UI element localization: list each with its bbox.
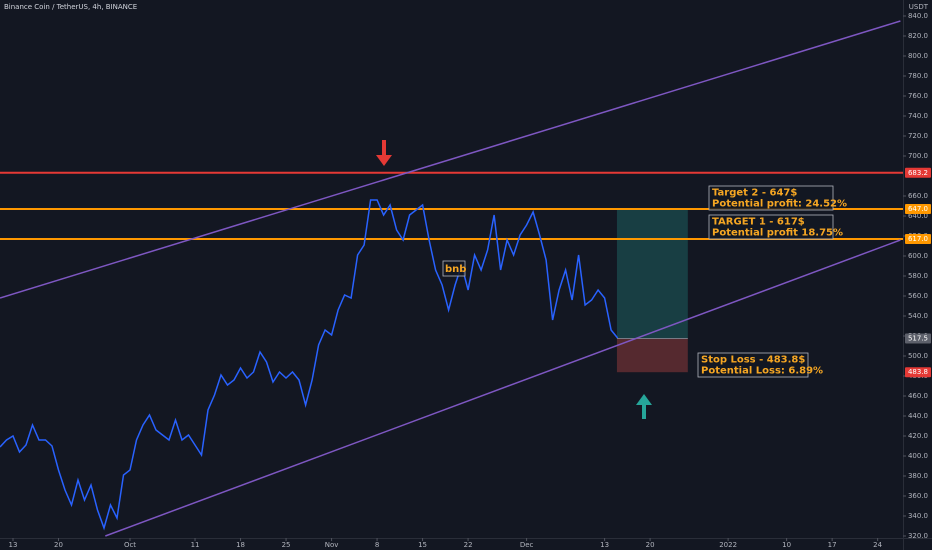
profit-zone	[616, 209, 688, 339]
price-tag-label: 483.8	[908, 368, 928, 376]
annotation-box	[708, 185, 834, 211]
up-arrow	[636, 394, 652, 419]
x-tick-label: 25	[282, 541, 291, 549]
y-tick-label: 560.0	[908, 292, 928, 300]
x-tick-label: 20	[646, 541, 655, 549]
annotation-text: Potential profit 18.75%	[712, 228, 843, 239]
x-tick-label: Nov	[325, 541, 339, 549]
y-tick-label: 600.0	[908, 252, 928, 260]
y-tick-label: 820.0	[908, 32, 928, 40]
price-tag	[905, 234, 931, 244]
annotation-text: TARGET 1 - 617$	[712, 217, 805, 228]
symbol-box	[442, 260, 466, 277]
price-tag	[905, 333, 931, 344]
x-tick-label: 22	[464, 541, 473, 549]
annotation-text: Potential profit: 24.52%	[712, 199, 847, 210]
y-tick-label: 340.0	[908, 512, 928, 520]
y-tick-label: 660.0	[908, 192, 928, 200]
y-tick-label: 580.0	[908, 272, 928, 280]
y-tick-label: 460.0	[908, 392, 928, 400]
y-tick-label: 740.0	[908, 112, 928, 120]
y-tick-label: 500.0	[908, 352, 928, 360]
x-tick-label: Dec	[520, 541, 534, 549]
trendline	[0, 20, 901, 299]
annotation-box	[697, 352, 809, 378]
price-line	[0, 199, 619, 531]
x-tick-label: 17	[828, 541, 837, 549]
x-tick-label: 20	[54, 541, 63, 549]
chart-title: Binance Coin / TetherUS, 4h, BINANCE	[4, 3, 137, 11]
symbol-label: bnb	[445, 264, 466, 275]
y-tick-label: 440.0	[908, 412, 928, 420]
x-tick-label: Oct	[124, 541, 136, 549]
y-tick-label: 840.0	[908, 12, 928, 20]
price-tag-label: 617.0	[908, 235, 928, 243]
y-tick-label: 360.0	[908, 492, 928, 500]
price-tag	[905, 167, 931, 178]
y-tick-label: 720.0	[908, 132, 928, 140]
x-tick-label: 8	[375, 541, 379, 549]
annotation-text: Stop Loss - 483.8$	[701, 355, 805, 366]
loss-zone	[616, 338, 688, 373]
currency: USDT	[909, 3, 929, 11]
annotation-box	[708, 214, 834, 240]
y-tick-label: 380.0	[908, 472, 928, 480]
x-tick-label: 24	[873, 541, 882, 549]
y-tick-label: 540.0	[908, 312, 928, 320]
x-tick-label: 13	[600, 541, 609, 549]
annotation-text: Target 2 - 647$	[712, 188, 797, 199]
price-tag-label: 683.2	[908, 169, 928, 177]
x-tick-label: 2022	[719, 541, 737, 549]
y-tick-label: 640.0	[908, 212, 928, 220]
y-tick-label: 320.0	[908, 532, 928, 540]
price-tag	[905, 204, 931, 214]
y-tick-label: 400.0	[908, 452, 928, 460]
y-tick-label: 760.0	[908, 92, 928, 100]
price-tag-label: 517.5	[908, 335, 928, 343]
trendline	[105, 239, 901, 537]
x-tick-label: 15	[418, 541, 427, 549]
x-tick-label: 10	[782, 541, 791, 549]
y-tick-label: 420.0	[908, 432, 928, 440]
x-tick-label: 13	[9, 541, 18, 549]
price-tag	[905, 367, 931, 378]
x-tick-label: 11	[191, 541, 200, 549]
y-tick-label: 800.0	[908, 52, 928, 60]
x-tick-label: 18	[236, 541, 245, 549]
y-tick-label: 780.0	[908, 72, 928, 80]
annotation-text: Potential Loss: 6.89%	[701, 366, 823, 377]
y-tick-label: 700.0	[908, 152, 928, 160]
down-arrow	[376, 140, 392, 166]
price-tag-label: 647.0	[908, 205, 928, 213]
